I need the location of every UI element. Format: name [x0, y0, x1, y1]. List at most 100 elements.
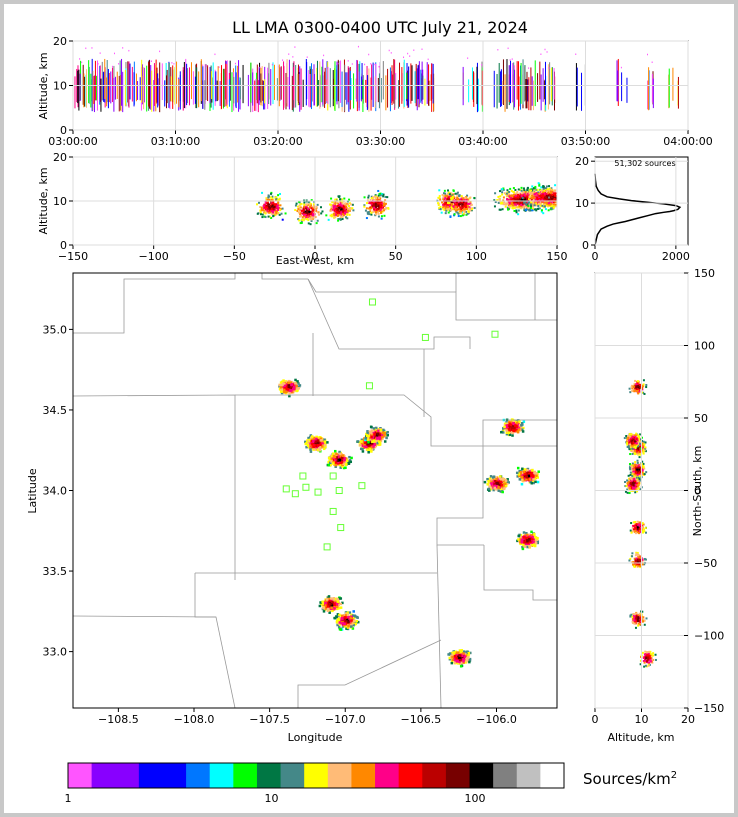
plan-view-density-cell	[345, 612, 348, 615]
time-height-source-column	[575, 63, 577, 111]
plan-view-density-cell	[503, 425, 506, 429]
east-west-density-cell	[444, 206, 447, 209]
plan-view-density-cell	[523, 468, 527, 471]
time-height-source-column	[165, 75, 167, 109]
east-west-density-cell	[382, 202, 385, 205]
east-west-density-cell	[271, 197, 274, 200]
time-height-source-column	[350, 78, 352, 101]
time-height-source-column	[128, 61, 130, 108]
plan-view-density-cell	[374, 426, 378, 430]
time-height-source-column	[231, 72, 233, 113]
east-west-density-cell	[274, 196, 277, 199]
east-west-density-cell	[380, 206, 383, 209]
time-height-source-column	[370, 77, 372, 111]
plan-view-density-cell	[373, 433, 376, 436]
plan-view-density-cell	[321, 442, 324, 445]
east-west-density-cell	[550, 207, 553, 210]
east-west-density-cell	[341, 208, 344, 211]
east-west-density-cell	[310, 211, 313, 214]
plan-view-density-cell	[341, 465, 344, 468]
plan-view-density-cell	[378, 432, 381, 435]
east-west-density-cell	[502, 203, 505, 206]
east-west-density-cell	[447, 189, 450, 192]
east-west-density-cell	[515, 209, 518, 212]
time-height-source-column	[202, 66, 204, 109]
east-west-density-cell	[493, 199, 496, 202]
east-west-density-cell	[346, 217, 349, 220]
east-west-density-cell	[370, 213, 373, 216]
east-west-density-cell	[314, 209, 317, 212]
east-west-density-cell	[542, 190, 545, 193]
time-height-source-column	[212, 62, 214, 110]
east-west-density-cell	[547, 202, 550, 205]
plan-view-density-cell	[368, 430, 372, 434]
plan-view-density-cell	[361, 444, 365, 448]
east-west-density-cell	[279, 204, 282, 207]
time-height-source-column	[356, 59, 358, 102]
east-west-density-cell	[275, 203, 278, 206]
east-west-density-cell	[379, 207, 382, 210]
plan-view-density-cell	[334, 465, 337, 468]
east-west-density-cell	[517, 197, 520, 200]
east-west-density-cell	[512, 187, 515, 190]
plan-view-density-cell	[448, 652, 452, 655]
plan-view-density-cell	[383, 440, 387, 443]
east-west-density-cell	[506, 206, 509, 209]
east-west-density-cell	[296, 210, 299, 213]
east-west-density-cell	[534, 208, 537, 211]
east-west-density-cell	[502, 187, 505, 190]
time-height-source-column	[118, 75, 120, 112]
plan-view-density-cell	[308, 446, 311, 450]
plan-view-density-cell	[367, 435, 371, 438]
time-height-source-column	[148, 60, 150, 109]
east-west-density-cell	[273, 203, 276, 206]
time-height-source-column	[471, 67, 473, 100]
east-west-density-cell	[461, 201, 464, 204]
plan-view-density-cell	[344, 625, 347, 628]
plan-view-density-cell	[318, 447, 321, 450]
east-west-density-cell	[460, 195, 463, 198]
east-west-density-cell	[312, 203, 315, 206]
east-west-density-cell	[295, 202, 298, 205]
plan-view-density-cell	[326, 441, 329, 444]
time-height-source-column	[502, 59, 504, 105]
east-west-density-cell	[458, 208, 461, 211]
east-west-density-cell	[303, 205, 306, 208]
time-height-source-column	[168, 62, 170, 104]
plan-view-density-cell	[502, 479, 506, 483]
plan-view-density-cell	[494, 485, 498, 489]
east-west-density-cell	[458, 204, 461, 207]
east-west-density-cell	[473, 197, 476, 200]
east-west-density-cell	[278, 198, 281, 201]
east-west-density-cell	[373, 207, 376, 210]
time-height-source-column	[216, 80, 218, 102]
east-west-density-cell	[462, 198, 465, 201]
east-west-density-cell	[527, 207, 530, 210]
plan-view-density-cell	[531, 468, 534, 472]
east-west-density-cell	[459, 211, 462, 214]
east-west-density-cell	[437, 196, 440, 199]
plan-view-density-cell	[455, 657, 458, 660]
east-west-density-cell	[352, 209, 355, 212]
east-west-density-cell	[548, 187, 551, 190]
east-west-density-cell	[306, 208, 309, 211]
plan-view-density-cell	[371, 431, 375, 435]
east-west-density-cell	[309, 217, 312, 220]
east-west-density-cell	[304, 207, 307, 210]
east-west-density-cell	[312, 212, 315, 215]
east-west-density-cell	[450, 209, 453, 212]
time-height-source-column	[473, 72, 475, 107]
east-west-density-cell	[514, 199, 517, 202]
time-height-source-column	[333, 68, 335, 110]
time-height-source-column	[133, 72, 135, 107]
plan-view-density-cell	[309, 450, 313, 453]
east-west-density-cell	[516, 190, 519, 193]
east-west-density-cell	[340, 212, 343, 215]
plan-view-density-cell	[530, 534, 534, 537]
east-west-density-cell	[333, 203, 336, 206]
east-west-density-cell	[548, 201, 551, 204]
plan-view-density-cell	[453, 661, 457, 665]
east-west-density-cell	[343, 214, 346, 217]
time-height-source	[497, 49, 499, 51]
east-west-density-cell	[462, 197, 465, 200]
